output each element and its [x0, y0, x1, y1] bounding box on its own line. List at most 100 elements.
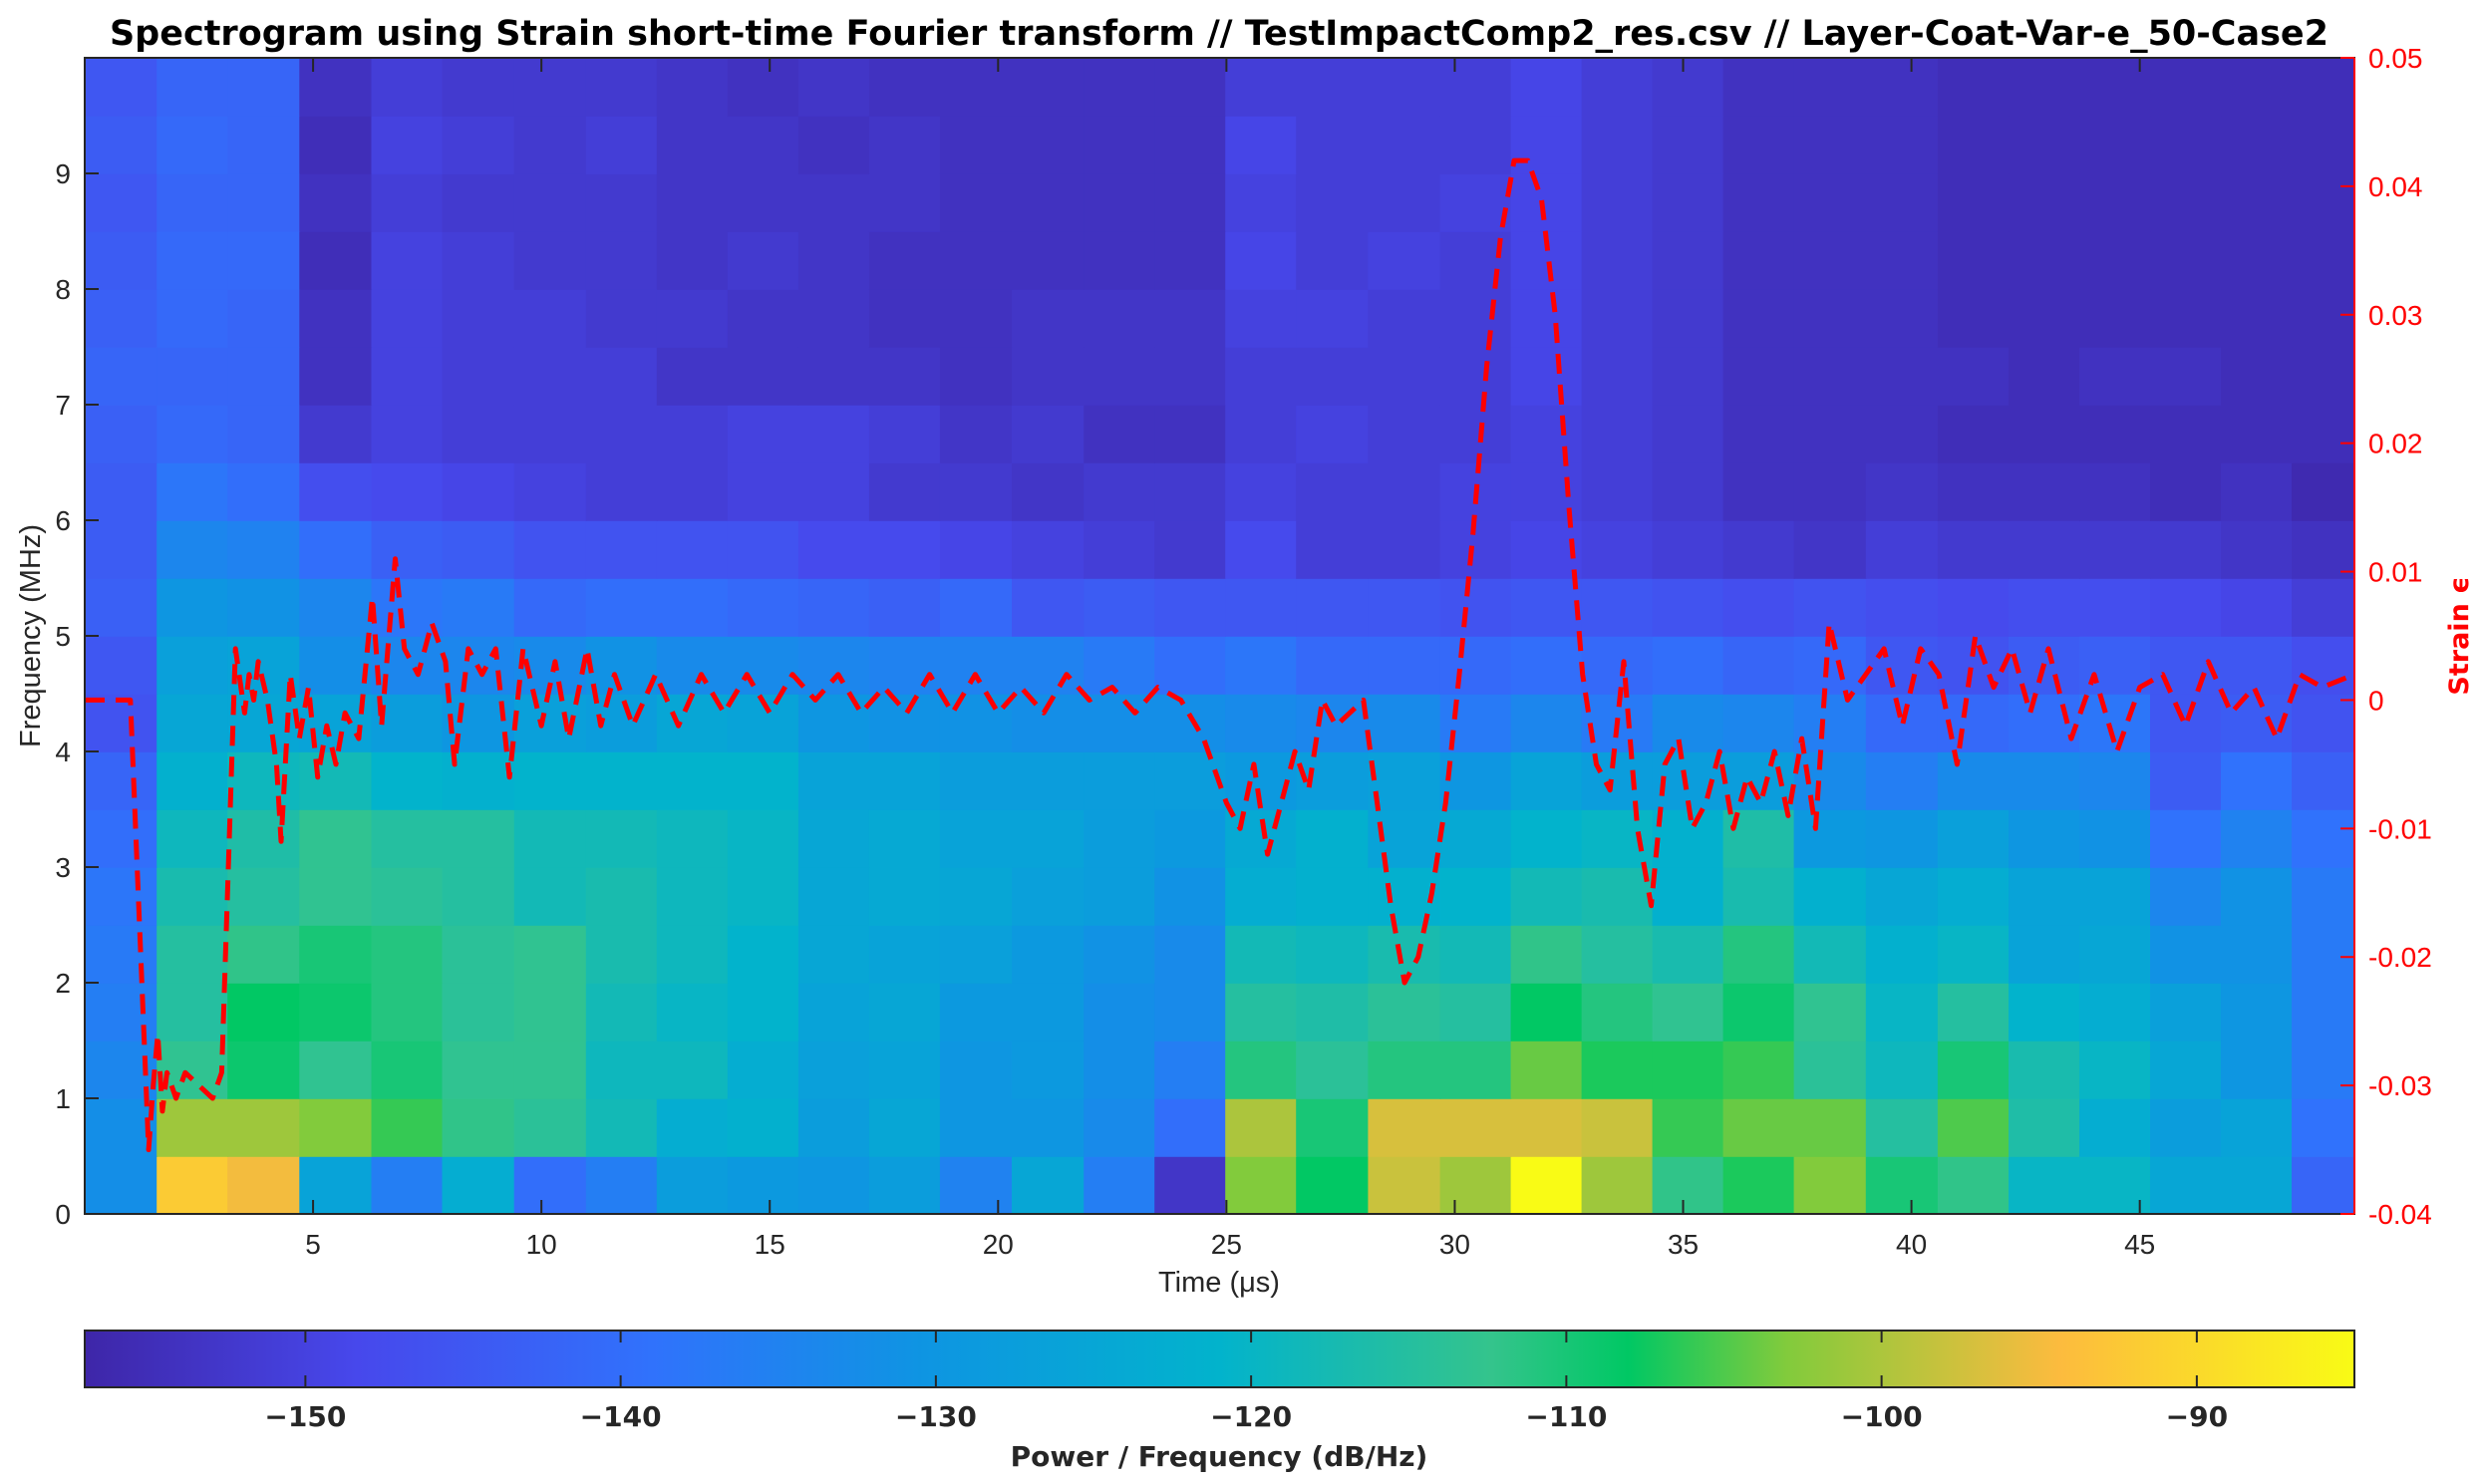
heatmap-cell [2221, 1156, 2293, 1214]
heatmap-cell [1652, 983, 1724, 1041]
heatmap-cell [299, 983, 373, 1041]
heatmap-cell [1865, 116, 1939, 174]
heatmap-cell [1722, 347, 1795, 406]
heatmap-cell [1581, 116, 1654, 174]
heatmap-cell [1652, 1040, 1724, 1099]
heatmap-cell [1225, 983, 1297, 1041]
heatmap-cell [1296, 1098, 1370, 1157]
colorbar-tick-label: −90 [2166, 1400, 2228, 1433]
heatmap-cell [1439, 867, 1512, 926]
heatmap-cell [1368, 694, 1441, 752]
heatmap-cell [1084, 58, 1155, 117]
heatmap-cell [371, 289, 444, 348]
heatmap-cell [1368, 520, 1441, 579]
heatmap-cell [2079, 462, 2151, 521]
heatmap-cell [585, 983, 658, 1041]
heatmap-cell [939, 405, 1013, 463]
heatmap-cell [2079, 925, 2151, 984]
heatmap-cell [1581, 231, 1654, 290]
heatmap-cell [1084, 1156, 1155, 1214]
heatmap-cell [2292, 520, 2354, 579]
heatmap-cell [2221, 809, 2293, 868]
heatmap-cell [868, 1040, 941, 1099]
heatmap-cell [2009, 809, 2080, 868]
heatmap-cell [513, 751, 587, 810]
heatmap-cell [727, 867, 799, 926]
heatmap-cell [2150, 462, 2222, 521]
heatmap-cell [2221, 347, 2293, 406]
heatmap-cell [868, 520, 941, 579]
heatmap-cell [585, 347, 658, 406]
heatmap-cell [2221, 1040, 2293, 1099]
right-y-tick-label: 0.03 [2368, 300, 2423, 331]
heatmap-cell [1793, 405, 1867, 463]
heatmap-cell [1652, 173, 1724, 232]
x-axis-label: Time (μs) [1158, 1267, 1280, 1299]
heatmap-cell [1084, 520, 1155, 579]
heatmap-cell [1296, 983, 1370, 1041]
heatmap-cell [797, 347, 870, 406]
y-tick-label: 4 [55, 737, 71, 767]
heatmap-cell [1012, 173, 1085, 232]
heatmap-cell [2079, 347, 2151, 406]
heatmap-cell [1937, 520, 2010, 579]
heatmap-cell [1937, 1040, 2010, 1099]
heatmap-cell [797, 289, 870, 348]
heatmap-cell [513, 1156, 587, 1214]
heatmap-cell [1937, 1098, 2010, 1157]
heatmap-cell [2009, 116, 2080, 174]
heatmap-cell [727, 983, 799, 1041]
heatmap-cell [371, 1156, 444, 1214]
heatmap-cell [656, 405, 729, 463]
heatmap-cell [2292, 1098, 2354, 1157]
heatmap-cell [227, 405, 301, 463]
heatmap-cell [1368, 289, 1441, 348]
heatmap-cell [797, 520, 870, 579]
heatmap-cell [1581, 58, 1654, 117]
heatmap-cell [1722, 58, 1795, 117]
heatmap-cell [2079, 809, 2151, 868]
heatmap-cell [868, 867, 941, 926]
heatmap-cell [156, 462, 228, 521]
heatmap-cell [2221, 925, 2293, 984]
heatmap-cell [1793, 1040, 1867, 1099]
heatmap-cell [1084, 289, 1155, 348]
heatmap-cell [1865, 231, 1939, 290]
heatmap-cell [1225, 347, 1297, 406]
heatmap-cell [371, 462, 444, 521]
heatmap-cell [727, 809, 799, 868]
heatmap-cell [442, 925, 515, 984]
colorbar-ticks: −150 −140 −130 −120 −110 −100 −90 [264, 1331, 2228, 1433]
heatmap-cell [1865, 173, 1939, 232]
heatmap-cell [513, 809, 587, 868]
heatmap-cell [1581, 751, 1654, 810]
heatmap-cell [371, 58, 444, 117]
heatmap-cell [2150, 1156, 2222, 1214]
heatmap-cell [727, 173, 799, 232]
y-tick-label: 7 [55, 390, 71, 421]
x-tick-label: 35 [1668, 1229, 1699, 1260]
strain-line [85, 157, 2354, 1153]
heatmap-cell [1652, 1098, 1724, 1157]
heatmap-cell [656, 116, 729, 174]
heatmap-cell [1012, 809, 1085, 868]
heatmap-cell [939, 751, 1013, 810]
heatmap-cell [2079, 116, 2151, 174]
right-y-tick-label: -0.02 [2368, 942, 2432, 973]
heatmap-cell [1937, 347, 2010, 406]
heatmap-cell [1012, 231, 1085, 290]
x-tick-label: 5 [305, 1229, 321, 1260]
heatmap-cell [797, 116, 870, 174]
heatmap-cell [1937, 231, 2010, 290]
heatmap-cell [85, 289, 157, 348]
heatmap-cell [1937, 925, 2010, 984]
heatmap-cell [868, 405, 941, 463]
heatmap-cell [585, 867, 658, 926]
heatmap-cell [1510, 809, 1583, 868]
heatmap-cell [299, 1156, 373, 1214]
heatmap-cell [1793, 347, 1867, 406]
heatmap-cell [2009, 751, 2080, 810]
heatmap-cell [868, 116, 941, 174]
heatmap-cell [1865, 1040, 1939, 1099]
heatmap-cell [85, 58, 157, 117]
